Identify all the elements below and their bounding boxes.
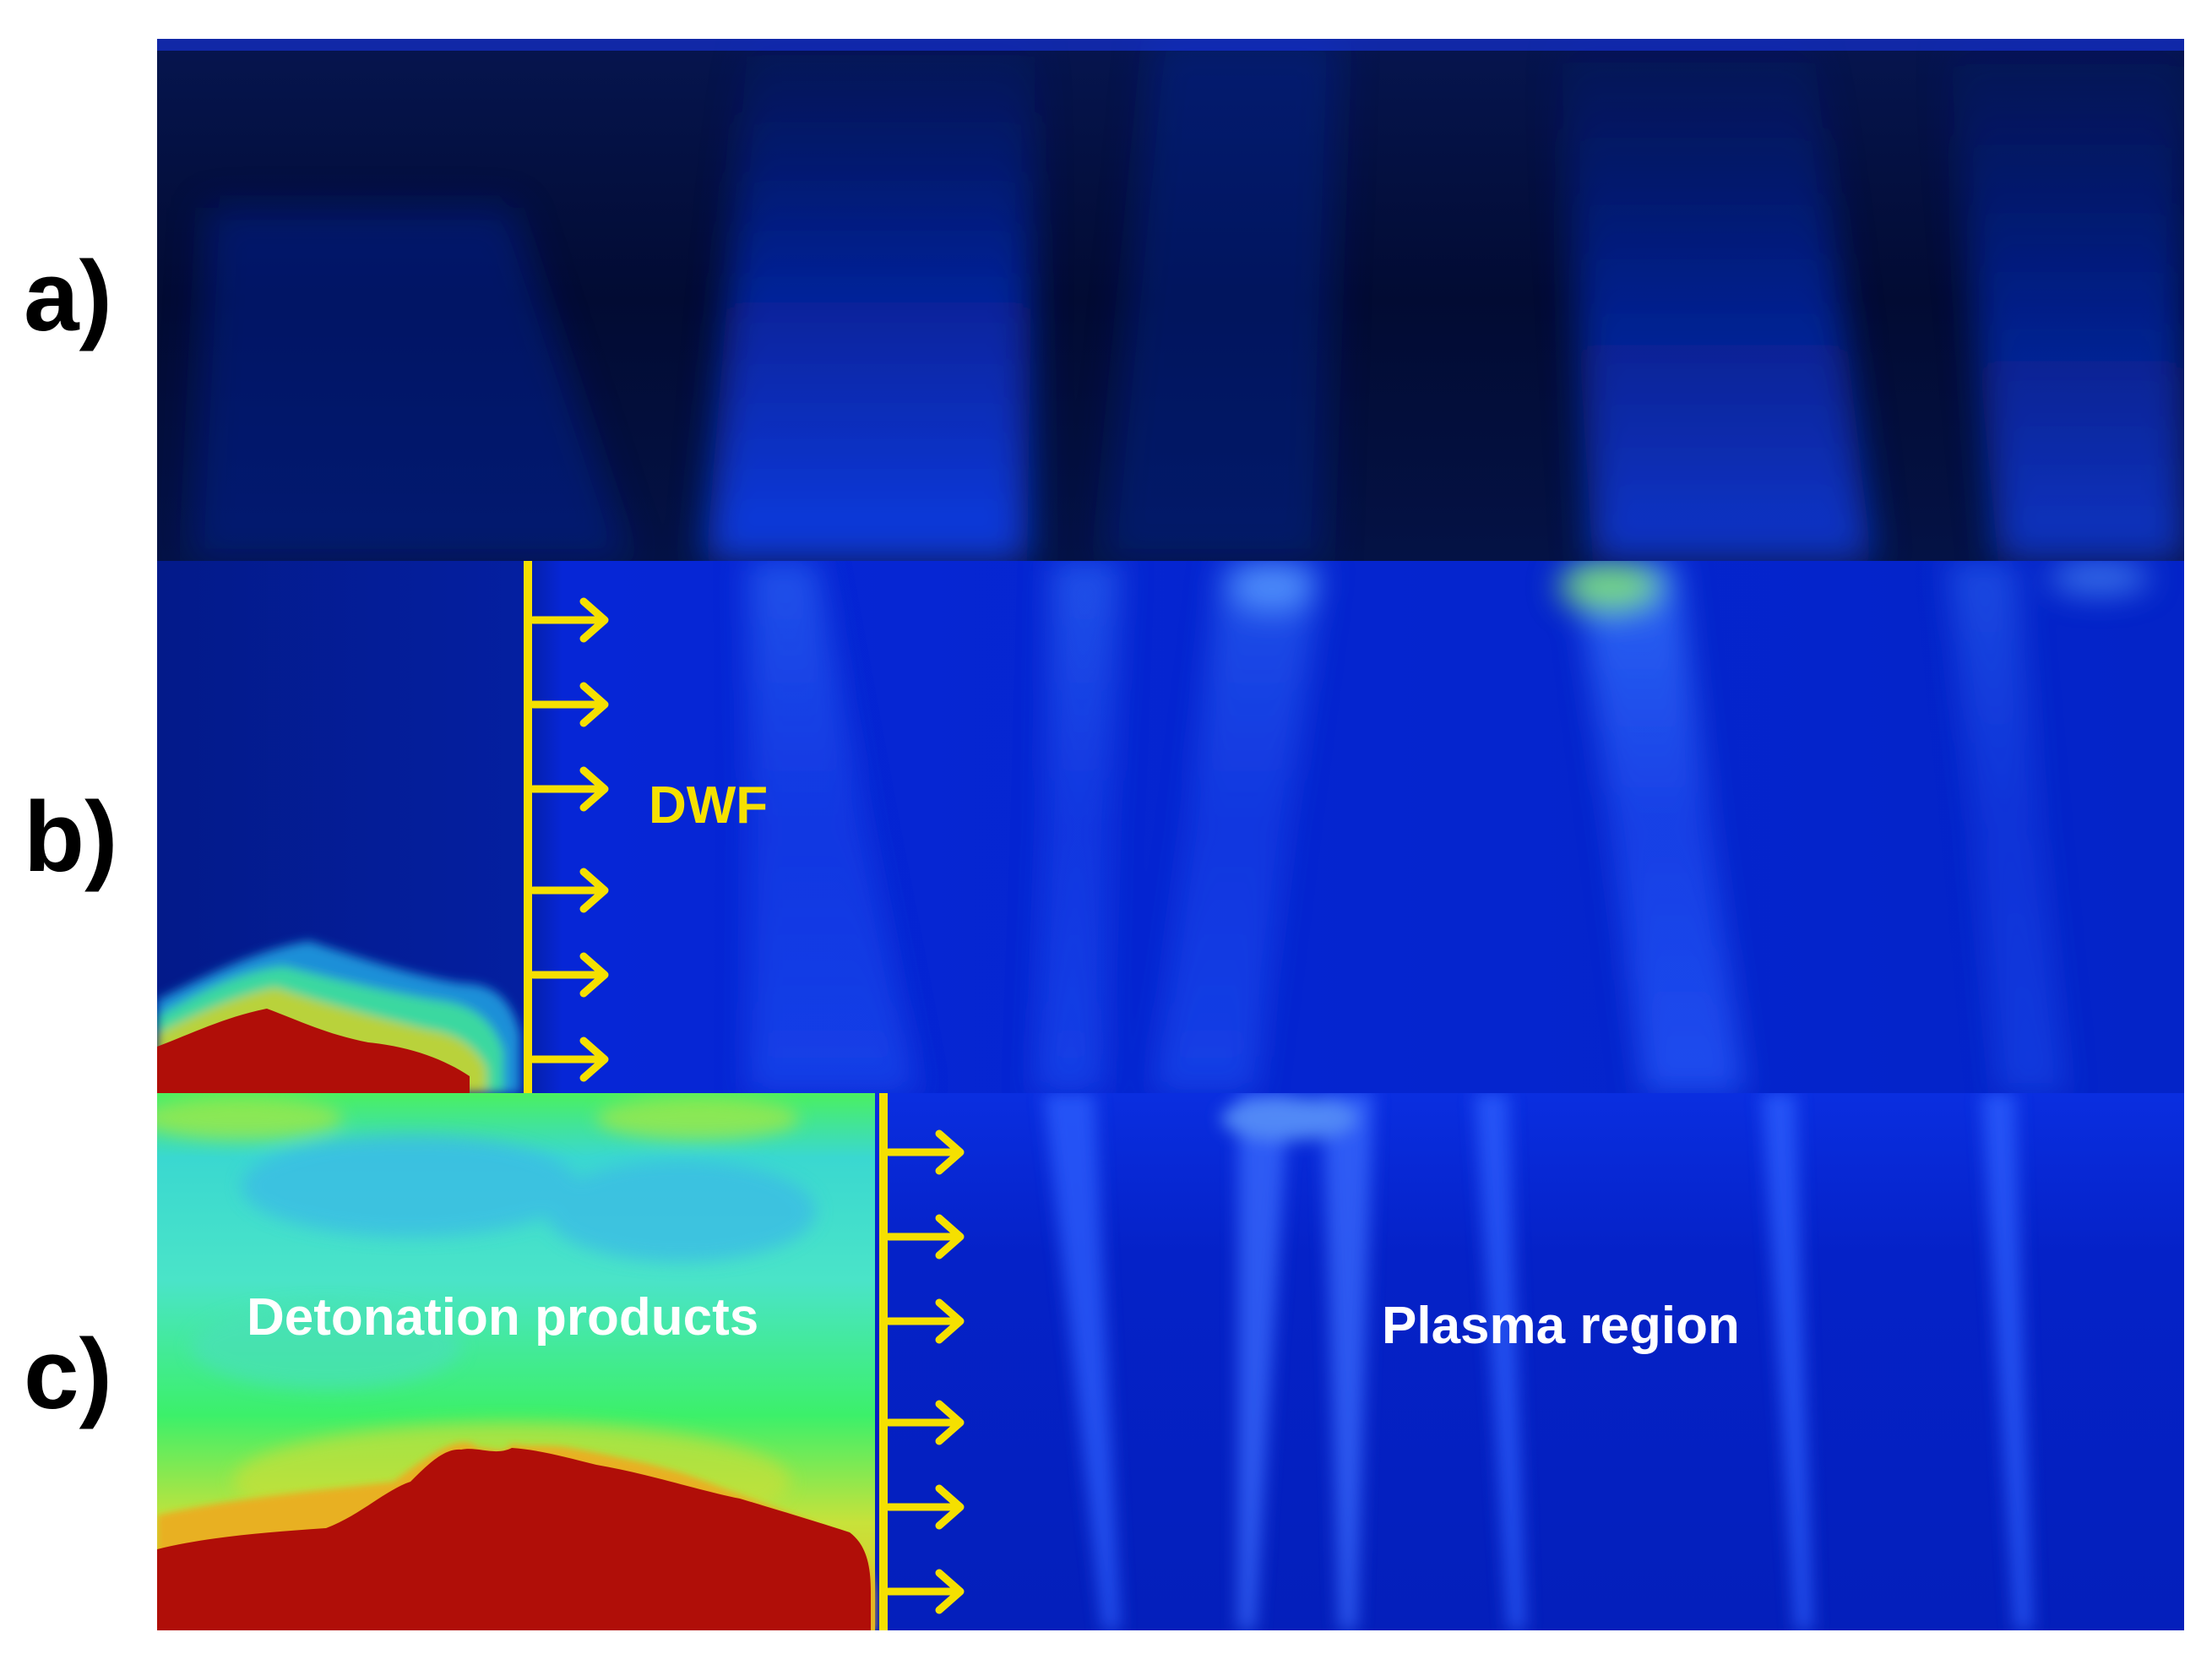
panel-c-products-label: Detonation products [247, 1288, 758, 1347]
panel-c-image: Detonation products Plasma region [157, 1093, 2184, 1630]
panel-b-svg: DWF [157, 561, 2184, 1093]
panel-c-streaks [1044, 1093, 2032, 1630]
panel-b-dwf-label: DWF [649, 776, 768, 835]
panel-a-image [157, 39, 2184, 561]
panel-c-core [157, 1448, 871, 1630]
panel-a-svg [157, 39, 2184, 561]
panel-c-arrows [884, 1129, 965, 1614]
panel-c-svg: Detonation products Plasma region [157, 1093, 2184, 1630]
panel-b-arrows [529, 597, 609, 1082]
panel-a-streaks [191, 39, 2184, 561]
panel-label-b: b) [24, 781, 118, 893]
panel-c-plasma-label: Plasma region [1382, 1297, 1740, 1355]
panel-label-c: c) [24, 1319, 112, 1430]
panel-b-streaks [748, 561, 2150, 1093]
panel-b-image: DWF [157, 561, 2184, 1093]
panel-label-a: a) [24, 241, 112, 352]
panel-b-core [157, 1009, 470, 1093]
